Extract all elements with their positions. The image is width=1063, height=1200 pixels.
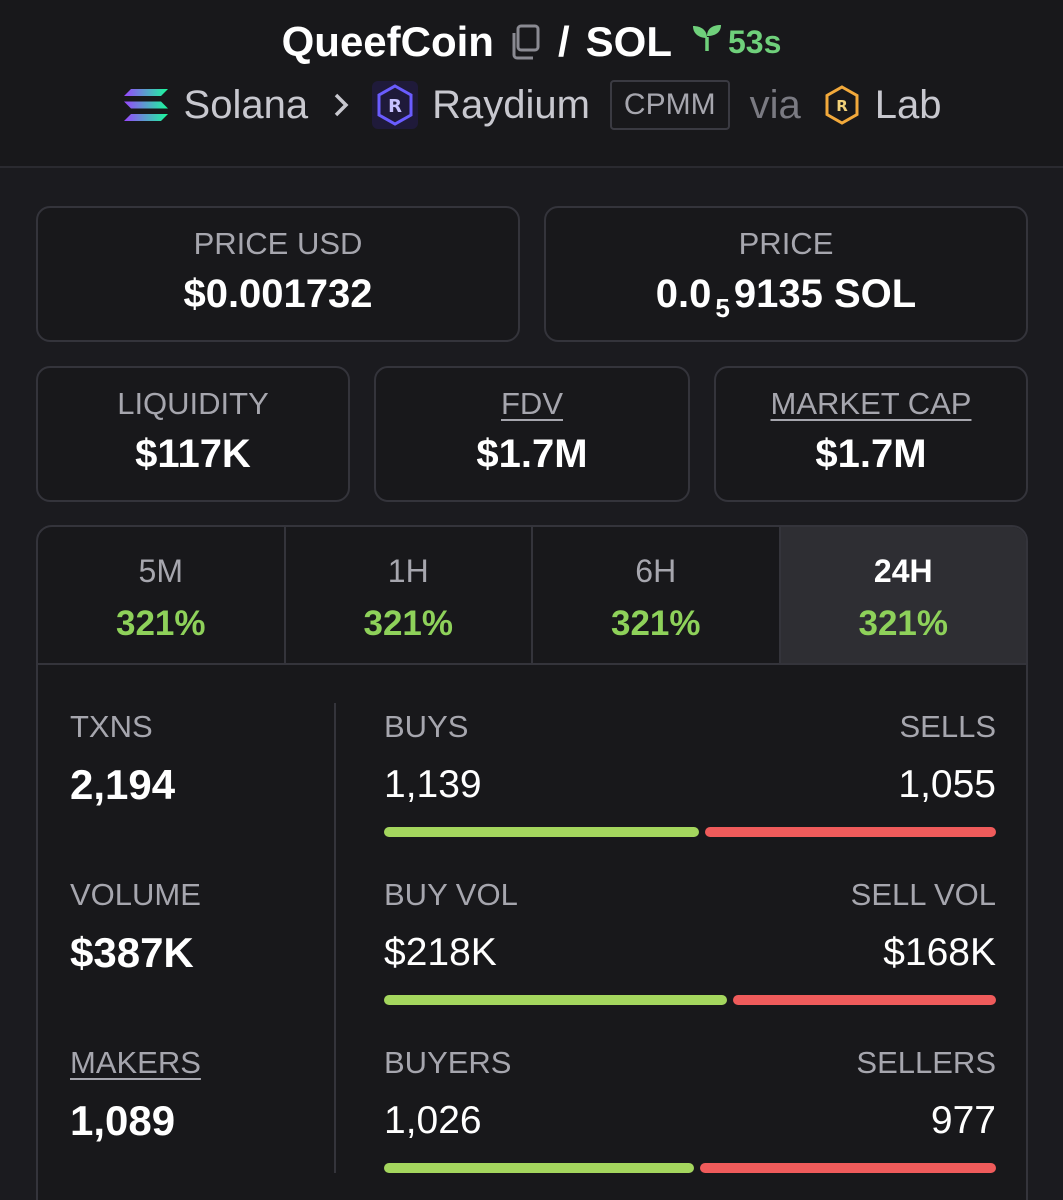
pair-title: QueefCoin / SOL 53s [0,18,1063,66]
makers-label[interactable]: MAKERS [70,1045,201,1080]
sellers-value: 977 [930,1099,996,1142]
sell-vol-label: SELL VOL [850,877,996,912]
pair-header: QueefCoin / SOL 53s Solana [0,0,1063,168]
buy-vol-label: BUY VOL [384,877,518,912]
svg-text:R: R [836,97,848,115]
fdv-value: $1.7M [476,432,588,476]
price-native-label: PRICE [738,226,834,261]
volume-metric: VOLUME $387K [70,877,201,977]
tab-5m[interactable]: 5M 321% [38,527,286,663]
via-label: via [749,82,801,127]
buys-value: 1,139 [384,763,482,806]
buys-label: BUYS [384,709,469,744]
dex-name[interactable]: Raydium [432,82,590,127]
txns-label: TXNS [70,709,153,744]
fdv-card: FDV $1.7M [374,366,690,502]
quote-symbol: SOL [585,18,672,65]
buyers-value: 1,026 [384,1099,482,1142]
price-native-value: 0.0 5 9135 SOL [655,272,917,323]
sells-bar [705,827,996,837]
sellers-label: SELLERS [856,1045,996,1080]
buyers-label: BUYERS [384,1045,512,1080]
txns-metric: TXNS 2,194 [70,709,175,809]
market-cap-value: $1.7M [815,432,927,476]
copy-icon[interactable] [508,24,542,60]
volume-value: $387K [70,929,194,976]
buyers-bar [384,1163,694,1173]
tab-6h[interactable]: 6H 321% [533,527,781,663]
market-cap-label[interactable]: MARKET CAP [770,386,972,421]
fdv-label[interactable]: FDV [501,386,563,421]
chain-name[interactable]: Solana [183,82,309,127]
zero-count: 5 [715,293,730,323]
pool-type-badge: CPMM [609,80,730,130]
pair-age: 53s [690,23,781,61]
raydium-icon: R [372,81,419,129]
sells-label: SELLS [899,709,996,744]
token-name: QueefCoin [281,18,494,65]
sellers-bar [700,1163,996,1173]
tab-1h[interactable]: 1H 321% [286,527,533,663]
price-native-card: PRICE 0.0 5 9135 SOL [544,206,1028,342]
column-divider [334,703,336,1173]
buy-vol-value: $218K [384,931,497,974]
pair-separator: / [557,18,570,65]
market-cap-card: MARKET CAP $1.7M [714,366,1028,502]
solana-icon [122,85,170,125]
timeframe-tabs: 5M 321% 1H 321% 6H 321% 24H 321% [38,527,1026,665]
lab-icon: R [823,84,861,126]
svg-text:R: R [388,96,402,117]
chain-breadcrumb: Solana R Raydium CPMM via R Lab [0,80,1063,130]
tab-24h[interactable]: 24H 321% [780,527,1026,663]
price-usd-label: PRICE USD [193,226,363,261]
liquidity-label: LIQUIDITY [117,386,269,421]
buys-bar [384,827,699,837]
liquidity-card: LIQUIDITY $117K [36,366,350,502]
sells-value: 1,055 [898,763,996,806]
txns-value: 2,194 [70,761,176,808]
launchpad-name[interactable]: Lab [874,82,942,127]
makers-metric: MAKERS 1,089 [70,1045,201,1145]
sell-vol-value: $168K [883,931,996,974]
price-usd-value: $0.001732 [183,272,373,316]
sell-vol-bar [733,995,996,1005]
stats-panel: 5M 321% 1H 321% 6H 321% 24H 321% TXNS 2,… [36,525,1028,1200]
price-usd-card: PRICE USD $0.001732 [36,206,520,342]
buy-vol-bar [384,995,727,1005]
seedling-icon [690,23,728,61]
liquidity-value: $117K [135,432,251,476]
volume-label: VOLUME [70,877,201,912]
chevron-right-icon [332,92,350,118]
makers-value: 1,089 [70,1097,176,1144]
